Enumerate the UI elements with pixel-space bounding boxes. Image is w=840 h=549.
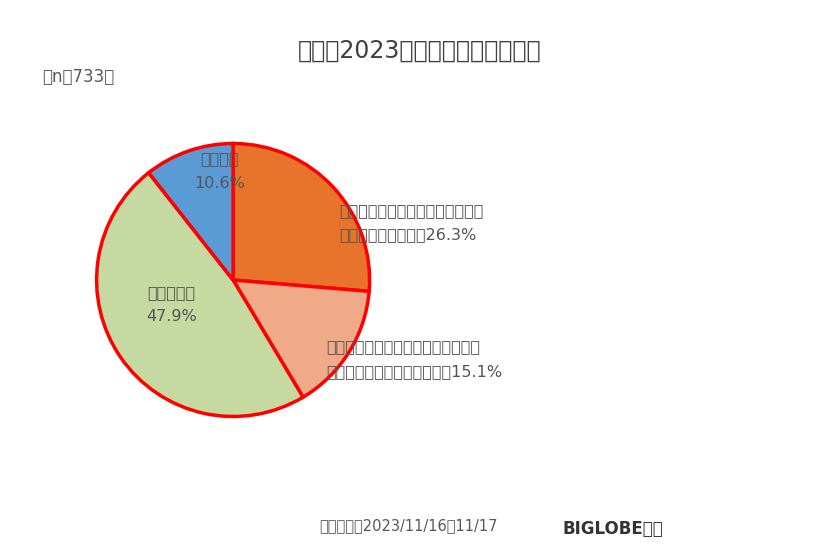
Text: 調査期間：2023/11/16～11/17: 調査期間：2023/11/16～11/17 [319,518,497,533]
Wedge shape [234,280,369,397]
Text: 今年（2023年）賃金は上がったか: 今年（2023年）賃金は上がったか [298,38,542,63]
Text: 上がった（上がったが、物価上昇に
は追い付かないと感じる）　15.1%: 上がった（上がったが、物価上昇に は追い付かないと感じる） 15.1% [326,339,502,379]
Text: 上がった（物価上昇を上回って上
がったと感じる）　26.3%: 上がった（物価上昇を上回って上 がったと感じる） 26.3% [339,203,484,243]
Wedge shape [149,143,234,280]
Text: BIGLOBE調べ: BIGLOBE調べ [563,519,664,537]
Wedge shape [233,143,370,292]
Text: 下がった
10.6%: 下がった 10.6% [194,151,245,191]
Text: 変わらない
47.9%: 変わらない 47.9% [146,285,197,324]
Wedge shape [97,173,303,417]
Text: （n＝733）: （n＝733） [42,68,114,86]
